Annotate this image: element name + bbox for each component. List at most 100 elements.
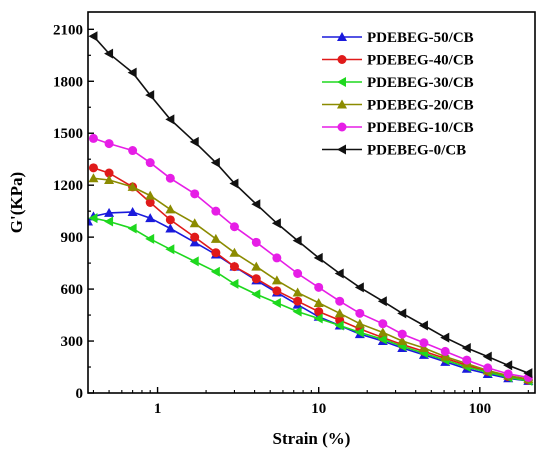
data-point [482,351,492,362]
data-point [165,114,175,125]
data-point [503,360,513,371]
legend-label: PDEBEG-0/CB [367,143,466,159]
data-point [377,327,388,337]
data-point [104,168,114,178]
legend-entry: PDEBEG-20/CB [322,98,474,114]
data-point [145,198,155,207]
data-point [128,146,138,156]
data-point [293,269,303,279]
data-point [377,296,387,307]
data-point [165,215,175,225]
legend-marker [337,55,347,64]
data-point [229,247,240,257]
data-point [271,297,281,308]
data-point [313,252,323,263]
data-point [211,248,221,258]
data-point [271,218,281,229]
data-point [355,308,365,318]
y-tick-label: 1200 [53,178,83,194]
data-point [145,233,155,244]
data-point [229,178,239,189]
data-point [440,351,451,361]
data-point [88,173,99,183]
data-point [462,355,472,365]
data-point [440,346,450,356]
data-point [272,286,282,296]
data-point [354,318,365,328]
data-point [354,327,364,338]
data-point [127,207,138,217]
data-point [378,319,388,329]
data-point [104,207,115,217]
y-tick-label: 600 [61,282,84,298]
data-point [127,67,137,78]
data-point [165,204,176,214]
y-tick-label: 0 [76,386,84,402]
data-point [189,237,200,247]
data-point [189,218,200,228]
y-tick-label: 1800 [53,74,83,90]
data-point [210,157,220,168]
legend-label: PDEBEG-40/CB [367,53,474,69]
data-point [145,90,155,101]
data-point [334,308,345,318]
data-point [377,334,387,345]
legend-marker [337,77,346,87]
data-point [145,158,155,168]
data-point [314,282,324,292]
legend-marker [337,122,347,132]
legend-marker [337,99,347,109]
data-point [419,338,429,348]
data-point [271,275,282,285]
data-point [104,216,114,227]
data-point [229,262,239,272]
x-tick-label: 100 [469,401,492,417]
data-point [334,320,344,331]
x-tick-label: 1 [154,401,162,417]
x-axis-title: Strain (%) [273,429,351,448]
data-point [397,336,408,346]
data-point [397,329,407,339]
legend-label: PDEBEG-30/CB [367,75,474,91]
data-point [189,256,199,267]
data-point [104,174,115,184]
data-point [165,173,175,183]
series-5 [88,31,533,379]
legend-entry: PDEBEG-40/CB [322,53,474,69]
data-point [127,223,137,234]
series-line [93,217,529,382]
data-point [229,278,239,289]
data-point [165,223,176,233]
legend-entry: PDEBEG-10/CB [322,120,474,136]
legend-marker [337,144,346,155]
data-point [229,222,239,232]
legend-label: PDEBEG-20/CB [367,98,474,114]
data-point [292,306,302,317]
data-point [210,266,220,277]
data-point [88,163,98,173]
data-point [165,244,175,255]
series-line [93,167,529,381]
data-point [88,133,98,143]
legend-entry: PDEBEG-0/CB [322,143,466,159]
data-point [210,233,221,243]
data-point [313,297,324,307]
data-point [503,369,513,379]
data-point [418,320,428,331]
data-point [190,232,200,242]
legend-label: PDEBEG-10/CB [367,120,474,136]
y-tick-label: 1500 [53,126,83,142]
data-point [354,282,364,293]
data-point [251,237,261,247]
data-point [272,253,282,263]
data-point [335,296,345,306]
series-4 [88,133,533,382]
axes: 0 300 600 900 1200 1500 1800 2100 1 10 100 [53,22,529,417]
data-point [189,136,199,147]
data-point [334,268,344,279]
data-point [251,199,261,210]
data-point [88,216,93,226]
data-point [314,307,324,317]
data-point [293,296,303,306]
